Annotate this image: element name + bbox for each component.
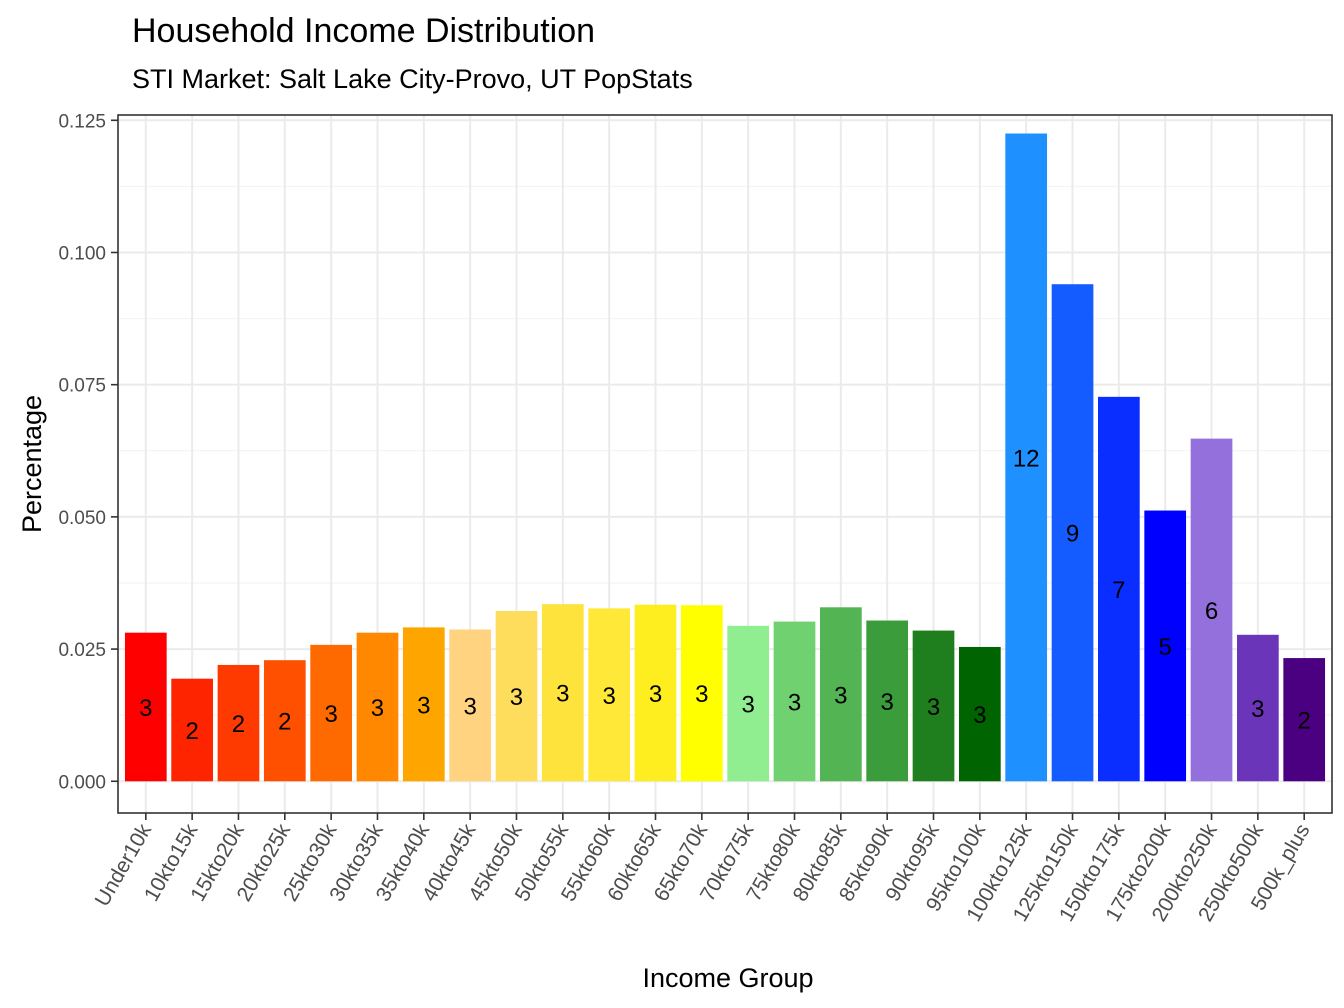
bar-label-500k_plus: 2 <box>1298 708 1311 735</box>
bar-label-10kto15k: 2 <box>185 718 198 745</box>
bar-95kto100k <box>958 646 1001 782</box>
bar-label-100kto125k: 12 <box>1013 445 1040 472</box>
bar-30kto35k <box>356 632 399 782</box>
bar-label-175kto200k: 5 <box>1159 634 1172 661</box>
bar-label-50kto55k: 3 <box>556 681 569 708</box>
bar-175kto200k <box>1144 510 1187 782</box>
x-axis-title: Income Group <box>642 963 813 993</box>
y-tick-label: 0.025 <box>58 640 106 661</box>
y-axis: 0.000 0.025 0.050 0.075 0.100 0.125 <box>58 111 118 793</box>
chart-title: Household Income Distribution <box>132 12 596 50</box>
bar-label-25kto30k: 3 <box>324 701 337 728</box>
bar-90kto95k <box>912 630 955 782</box>
bar-label-65kto70k: 3 <box>695 681 708 708</box>
bar-40kto45k <box>449 629 492 782</box>
y-tick-label: 0.000 <box>58 772 106 793</box>
bar-200kto250k <box>1190 438 1233 782</box>
bar-label-90kto95k: 3 <box>927 694 940 721</box>
bar-500k_plus <box>1283 658 1326 782</box>
bar-65kto70k <box>680 605 723 782</box>
bar-125kto150k <box>1051 284 1094 782</box>
x-axis: Under10k10kto15k15kto20k20kto25k25kto30k… <box>91 813 1315 926</box>
bar-label-45kto50k: 3 <box>510 684 523 711</box>
y-axis-title: Percentage <box>17 395 47 533</box>
bar-100kto125k <box>1005 133 1048 782</box>
bar-label-Under10k: 3 <box>139 695 152 722</box>
bar-20kto25k <box>263 660 306 782</box>
bar-15kto20k <box>217 664 260 782</box>
bar-85kto90k <box>866 620 909 782</box>
bar-label-20kto25k: 2 <box>278 709 291 736</box>
bar-25kto30k <box>310 644 352 782</box>
bar-50kto55k <box>541 604 584 782</box>
bar-label-70kto75k: 3 <box>741 692 754 719</box>
bar-10kto15k <box>171 678 213 782</box>
bar-label-40kto45k: 3 <box>463 693 476 720</box>
bar-label-95kto100k: 3 <box>973 702 986 729</box>
bar-label-85kto90k: 3 <box>880 689 893 716</box>
y-tick-label: 0.125 <box>58 111 106 132</box>
bar-label-80kto85k: 3 <box>834 682 847 709</box>
bar-label-55kto60k: 3 <box>602 683 615 710</box>
y-tick-label: 0.075 <box>58 376 106 397</box>
bar-labels: 3 2 2 2 3 3 3 3 3 3 3 3 3 3 3 3 3 3 3 12 9 7 5 6 3 2 <box>139 445 1311 745</box>
bar-70kto75k <box>727 625 770 782</box>
bar-label-15kto20k: 2 <box>232 711 245 738</box>
bar-60kto65k <box>634 604 677 782</box>
bar-label-200kto250k: 6 <box>1205 598 1218 625</box>
bar-label-60kto65k: 3 <box>649 681 662 708</box>
bar-45kto50k <box>495 611 538 782</box>
bar-150kto175k <box>1098 396 1140 782</box>
bars <box>124 133 1326 782</box>
bar-80kto85k <box>819 607 862 782</box>
bar-label-125kto150k: 9 <box>1066 521 1079 548</box>
bar-35kto40k <box>402 627 445 782</box>
bar-label-75kto80k: 3 <box>788 689 801 716</box>
bar-label-150kto175k: 7 <box>1112 577 1125 604</box>
bar-Under10k <box>124 632 167 782</box>
bar-75kto80k <box>773 621 816 782</box>
bar-label-250kto500k: 3 <box>1251 696 1264 723</box>
bar-label-30kto35k: 3 <box>371 695 384 722</box>
bar-55kto60k <box>588 608 631 782</box>
y-tick-label: 0.050 <box>58 508 106 529</box>
bar-label-35kto40k: 3 <box>417 692 430 719</box>
plot-panel-border <box>117 114 1333 814</box>
bar-250kto500k <box>1237 634 1279 782</box>
chart-subtitle: STI Market: Salt Lake City-Provo, UT Pop… <box>132 64 693 94</box>
y-tick-label: 0.100 <box>58 243 106 264</box>
